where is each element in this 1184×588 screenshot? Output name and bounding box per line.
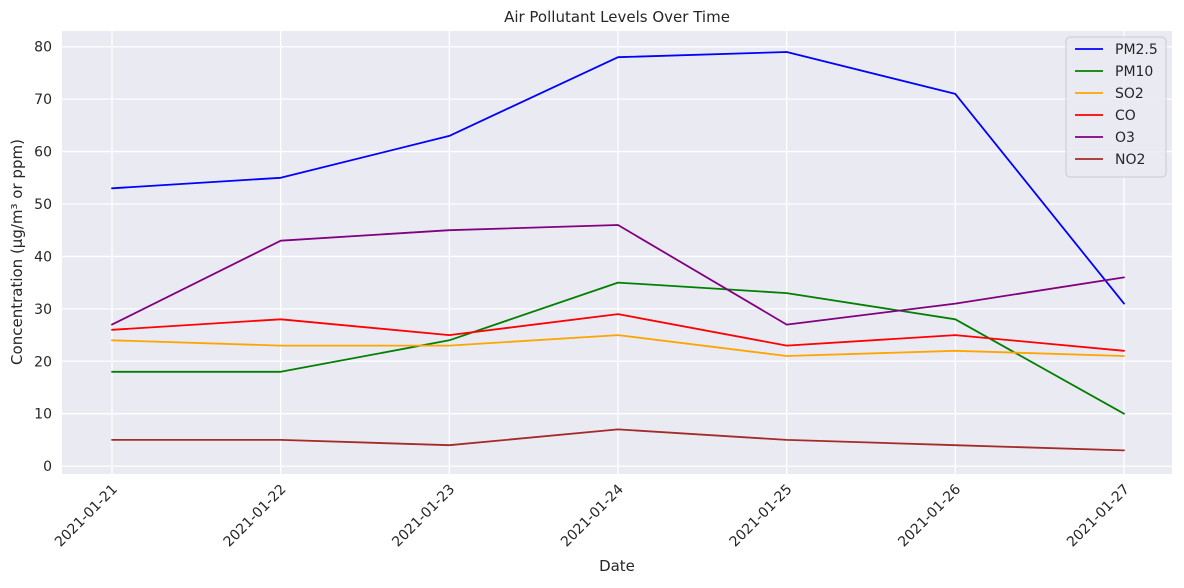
- x-axis-ticks: 2021-01-21 2021-01-22 2021-01-23 2021-01-24…: [52, 481, 1133, 550]
- x-tick-label: 2021-01-25: [727, 482, 796, 551]
- x-tick-label: 2021-01-27: [1064, 482, 1133, 551]
- series-line-co: [111, 313, 1125, 352]
- y-tick-label: 80: [34, 40, 52, 56]
- series-line-o3: [111, 224, 1125, 326]
- chart-title: Air Pollutant Levels Over Time: [504, 8, 730, 26]
- series-line-pm25: [111, 51, 1125, 305]
- series-lines: [111, 51, 1125, 452]
- grid-lines: [62, 31, 1172, 474]
- y-tick-label: 20: [34, 354, 52, 370]
- y-tick-label: 30: [34, 302, 52, 318]
- x-tick-label: 2021-01-21: [52, 482, 121, 551]
- y-tick-label: 50: [34, 197, 52, 213]
- y-axis-label: Concentration (µg/m³ or ppm): [8, 139, 26, 365]
- y-tick-label: 60: [34, 145, 52, 161]
- legend-box: [1065, 36, 1167, 178]
- legend-label: PM2.5: [1115, 42, 1158, 58]
- y-tick-label: 10: [34, 407, 52, 423]
- x-tick-label: 2021-01-23: [389, 482, 458, 551]
- series-line-so2: [111, 334, 1125, 357]
- y-tick-label: 40: [34, 249, 52, 265]
- legend-label: NO2: [1115, 152, 1145, 168]
- legend: PM2.5 PM10 SO2 CO O3 NO2: [1065, 36, 1167, 178]
- legend-label: PM10: [1115, 64, 1153, 80]
- series-line-no2: [111, 428, 1125, 452]
- y-tick-label: 70: [34, 92, 52, 108]
- series-line-pm10: [111, 281, 1125, 415]
- x-tick-label: 2021-01-26: [895, 481, 964, 550]
- x-axis-label: Date: [599, 557, 635, 575]
- legend-label: O3: [1115, 130, 1135, 146]
- legend-label: CO: [1115, 108, 1136, 124]
- x-tick-label: 2021-01-22: [221, 482, 290, 551]
- legend-label: SO2: [1115, 86, 1144, 102]
- plot-area: [62, 31, 1172, 474]
- x-tick-label: 2021-01-24: [558, 481, 627, 550]
- y-axis-ticks: 0 10 20 30 40 50 60 70 80: [34, 40, 52, 475]
- y-tick-label: 0: [43, 459, 52, 475]
